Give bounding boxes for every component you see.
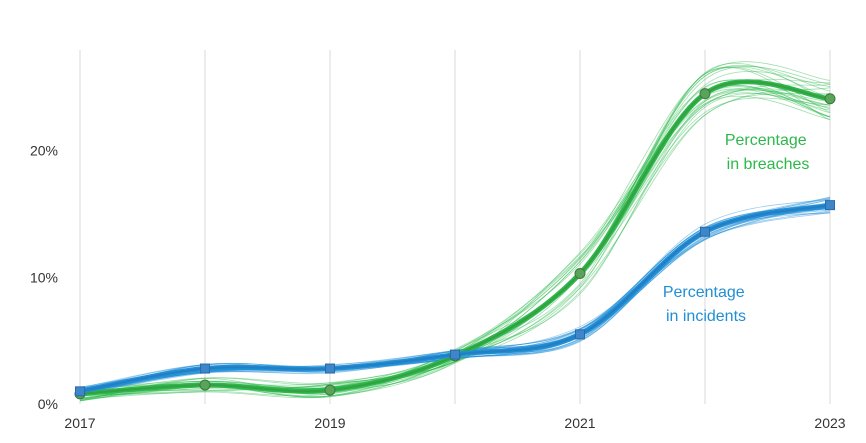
incidents-point	[325, 363, 335, 374]
incidents-point	[200, 363, 210, 374]
x-axis-ticks: 2017 2019 2021 2023	[64, 415, 845, 431]
x-tick-label: 2019	[314, 415, 345, 431]
ensemble-thread	[79, 61, 831, 397]
ensemble-thread	[79, 93, 831, 397]
y-axis-ticks: 0% 10% 20%	[30, 143, 58, 412]
x-tick-label: 2017	[64, 415, 95, 431]
breaches-point	[324, 384, 336, 396]
incidents-point	[700, 226, 710, 237]
y-tick-label: 10%	[30, 269, 58, 285]
breaches-point	[574, 268, 586, 280]
x-tick-label: 2023	[814, 415, 845, 431]
breaches-series-label: Percentage in breaches	[725, 132, 811, 173]
x-tick-label: 2021	[564, 415, 595, 431]
y-tick-label: 20%	[30, 143, 58, 159]
series-points	[74, 88, 836, 400]
breaches-point	[824, 93, 836, 105]
y-tick-label: 0%	[38, 396, 58, 412]
incidents-point	[75, 386, 85, 397]
incidents-point	[825, 200, 835, 211]
ensemble-thread	[79, 88, 831, 401]
breaches-point	[699, 88, 711, 100]
incidents-point	[450, 349, 460, 360]
breaches-point	[199, 379, 211, 391]
incidents-series-label: Percentage in incidents	[663, 284, 749, 325]
incidents-point	[575, 329, 585, 340]
